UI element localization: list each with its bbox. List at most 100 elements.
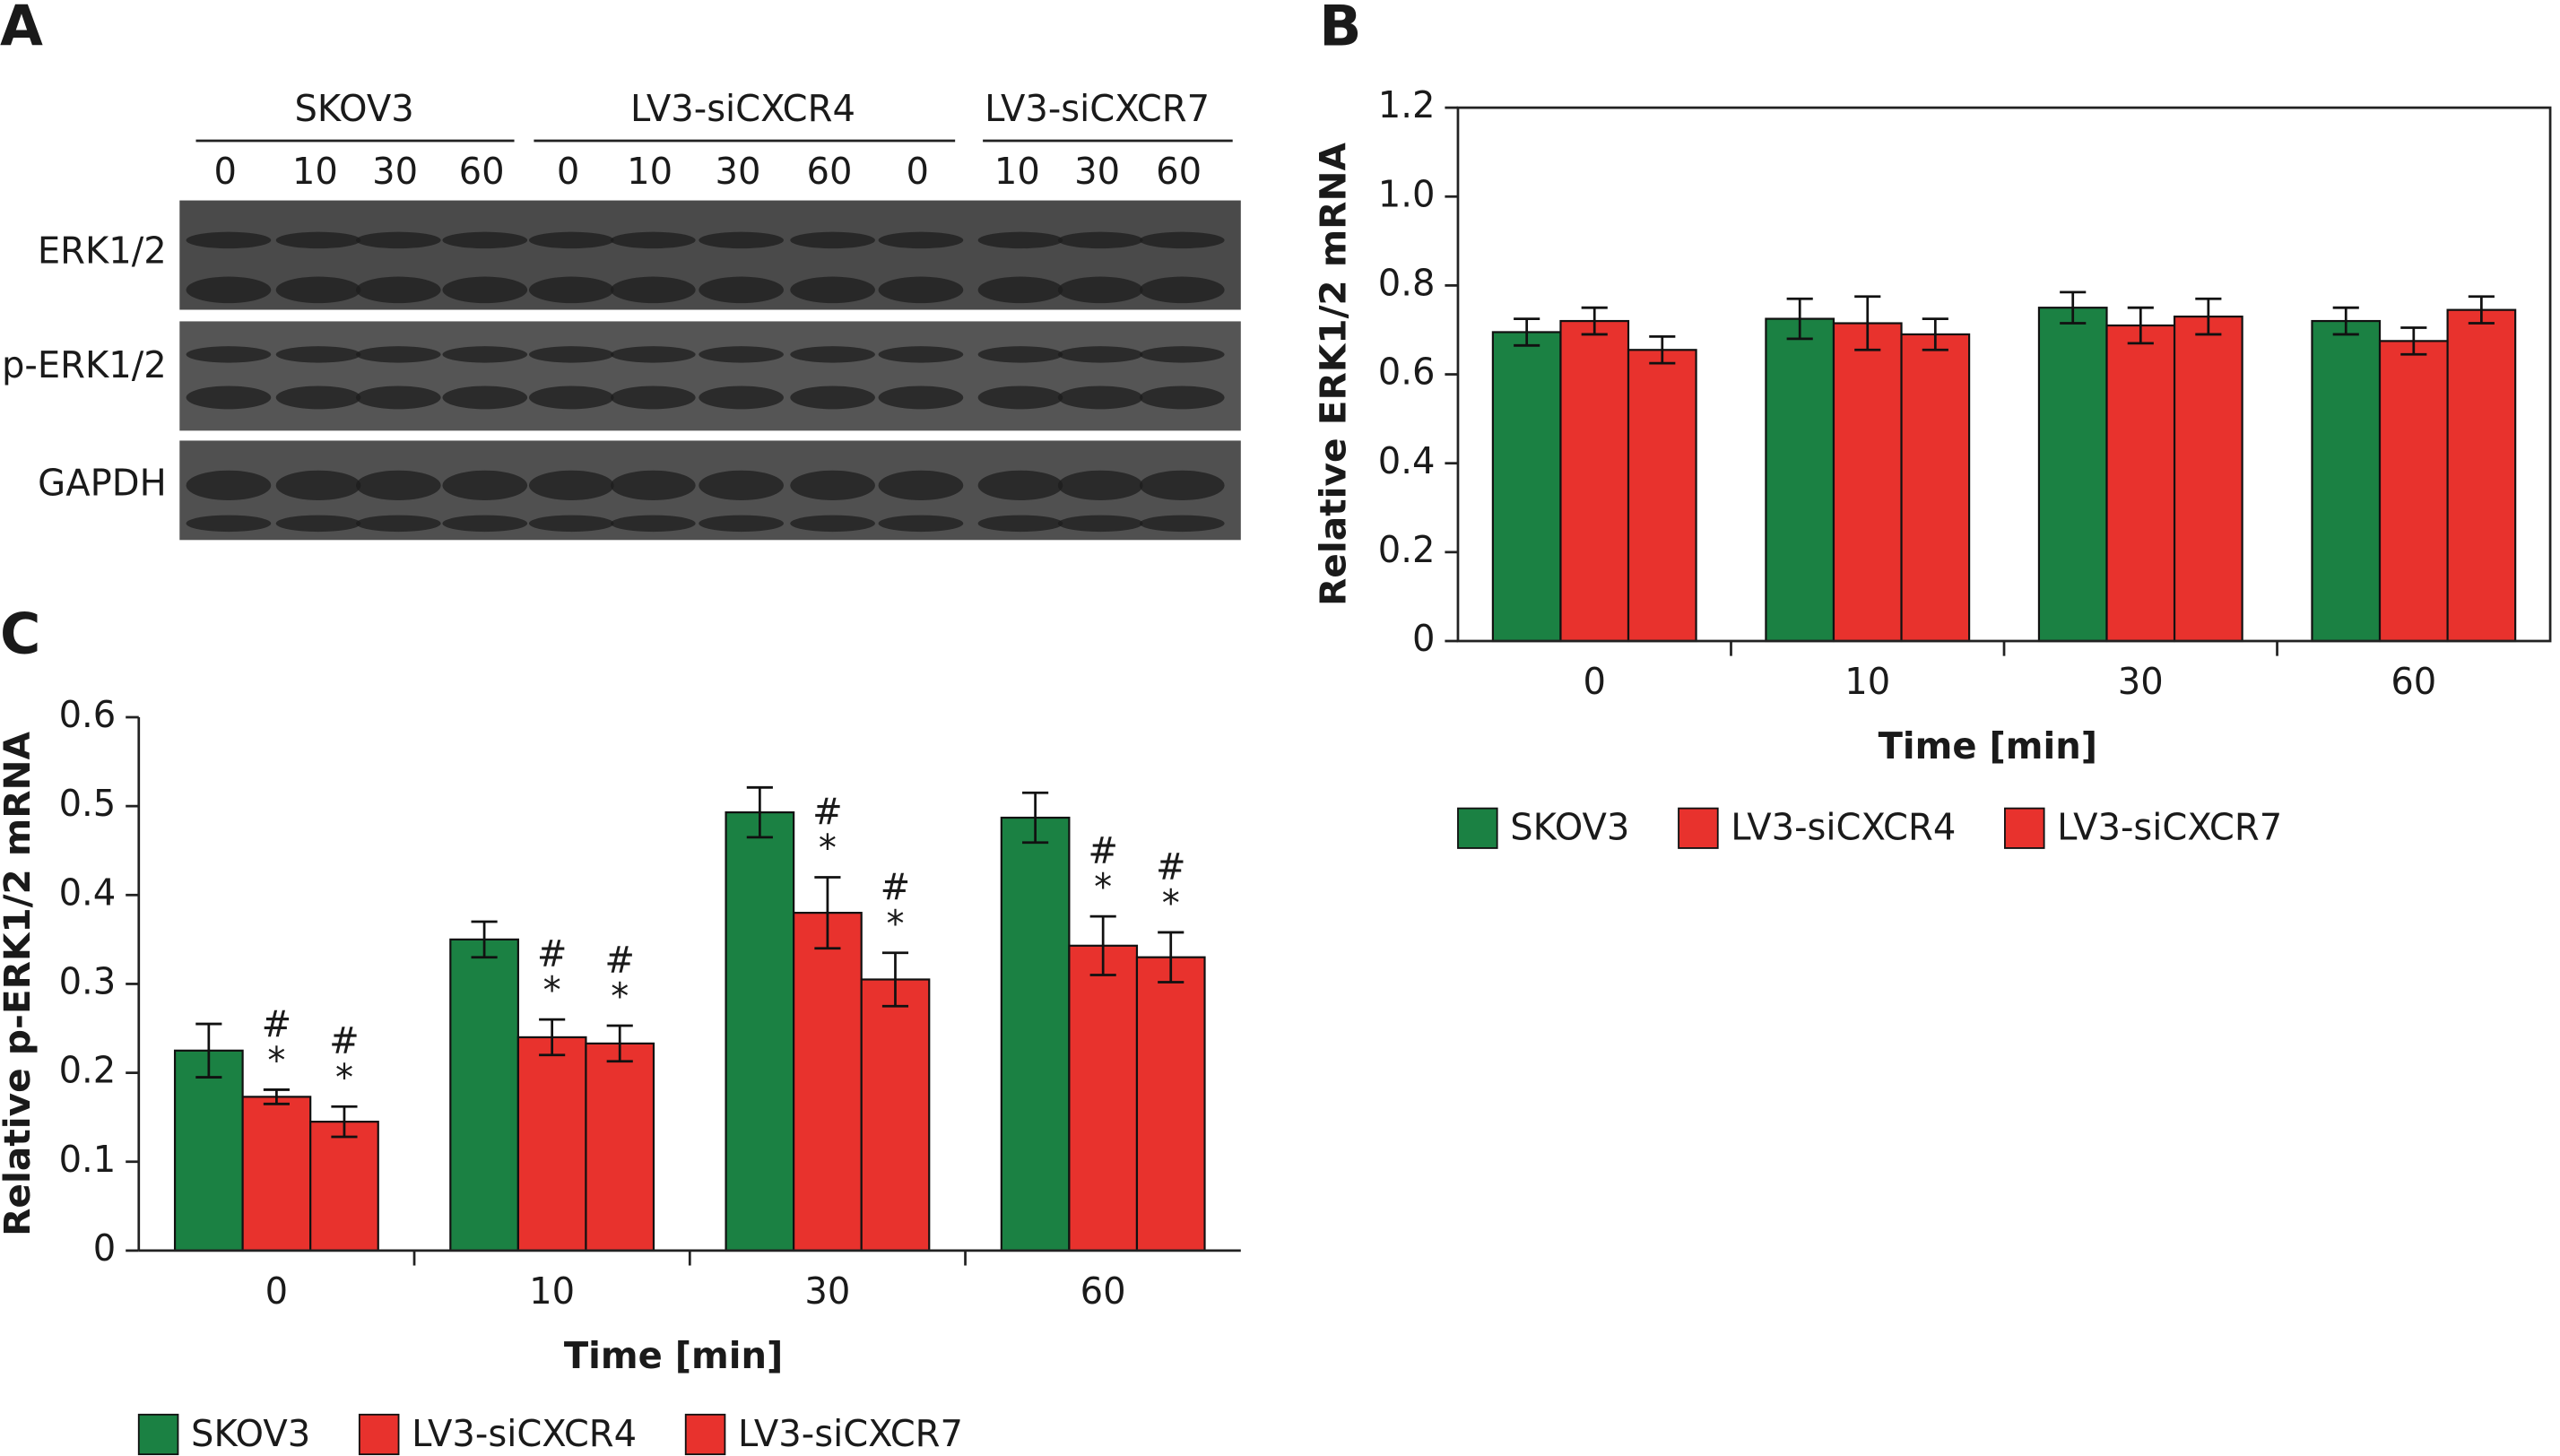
bar bbox=[2311, 319, 2382, 643]
band bbox=[878, 515, 964, 533]
band bbox=[1139, 231, 1225, 249]
y-tick-label: 0.5 bbox=[59, 783, 117, 825]
legend-swatch bbox=[358, 1413, 400, 1456]
bar bbox=[585, 1042, 655, 1252]
band bbox=[699, 386, 784, 410]
bar bbox=[1135, 956, 1206, 1252]
group-label: SKOV3 bbox=[295, 88, 414, 130]
error-bar bbox=[331, 1105, 358, 1139]
band bbox=[186, 231, 272, 249]
bar bbox=[2105, 324, 2176, 643]
band bbox=[186, 515, 272, 533]
band bbox=[442, 470, 528, 500]
y-tick-label: 0 bbox=[1412, 618, 1435, 660]
x-tick-label: 30 bbox=[804, 1270, 850, 1313]
y-tick-label: 0 bbox=[93, 1227, 116, 1270]
band bbox=[186, 346, 272, 363]
lane-label: 30 bbox=[716, 151, 761, 193]
band bbox=[790, 276, 875, 304]
x-tick-label: 30 bbox=[2118, 661, 2164, 703]
band bbox=[977, 346, 1063, 363]
error-bar bbox=[195, 1022, 222, 1079]
band bbox=[355, 346, 441, 363]
x-tick-label: 10 bbox=[1844, 661, 1890, 703]
legend-label: LV3-siCXCR4 bbox=[1731, 806, 1956, 848]
band bbox=[699, 346, 784, 363]
error-bar bbox=[606, 1024, 633, 1063]
significance-mark: * bbox=[267, 1040, 285, 1082]
bar bbox=[309, 1121, 379, 1252]
blot-strip bbox=[179, 321, 1241, 431]
error-bar bbox=[2400, 326, 2427, 356]
y-tick-label: 0.6 bbox=[59, 694, 117, 736]
y-tick-label: 0.2 bbox=[1378, 529, 1436, 571]
error-bar bbox=[2195, 297, 2222, 336]
error-bar bbox=[814, 876, 841, 950]
band bbox=[186, 386, 272, 410]
error-bar bbox=[1922, 317, 1948, 351]
band bbox=[790, 346, 875, 363]
x-tick-label: 60 bbox=[2391, 661, 2436, 703]
band bbox=[878, 386, 964, 410]
bar bbox=[860, 978, 931, 1252]
band bbox=[186, 276, 272, 304]
band bbox=[1057, 470, 1143, 500]
legend-swatch bbox=[1457, 807, 1498, 849]
panel-label: B bbox=[1319, 0, 1361, 59]
error-bar bbox=[1854, 295, 1881, 351]
band bbox=[528, 276, 614, 304]
band bbox=[1139, 276, 1225, 304]
x-axis-title: Time [min] bbox=[564, 1335, 783, 1377]
band bbox=[1057, 386, 1143, 410]
significance-mark: # bbox=[812, 791, 843, 833]
band bbox=[699, 231, 784, 249]
bar bbox=[1000, 816, 1071, 1252]
y-tick-label: 1.2 bbox=[1378, 84, 1436, 126]
band bbox=[1057, 231, 1143, 249]
significance-mark: * bbox=[886, 903, 904, 945]
band bbox=[355, 386, 441, 410]
lane-label: 0 bbox=[907, 151, 929, 193]
lane-label: 0 bbox=[214, 151, 237, 193]
bar bbox=[449, 938, 519, 1252]
error-bar bbox=[1158, 931, 1185, 984]
error-bar bbox=[471, 920, 498, 959]
significance-mark: * bbox=[543, 969, 561, 1011]
band bbox=[977, 470, 1063, 500]
significance-mark: * bbox=[1094, 866, 1112, 908]
error-bar bbox=[1649, 335, 1676, 365]
error-bar bbox=[2127, 306, 2154, 345]
error-bar bbox=[746, 785, 773, 839]
y-tick-label: 0.6 bbox=[1378, 351, 1436, 393]
y-axis-title: Relative ERK1/2 mRNA bbox=[1313, 142, 1355, 606]
band bbox=[275, 386, 361, 410]
bar bbox=[2446, 308, 2517, 643]
significance-mark: * bbox=[1162, 882, 1180, 924]
band bbox=[977, 386, 1063, 410]
band bbox=[528, 346, 614, 363]
band bbox=[442, 515, 528, 533]
band bbox=[699, 470, 784, 500]
bar bbox=[241, 1096, 312, 1252]
error-bar bbox=[263, 1088, 290, 1105]
band bbox=[1139, 346, 1225, 363]
significance-mark: * bbox=[335, 1057, 353, 1099]
x-tick-label: 60 bbox=[1080, 1270, 1126, 1313]
error-bar bbox=[1514, 317, 1540, 347]
lane-label: 60 bbox=[1156, 151, 1202, 193]
group-label: LV3-siCXCR4 bbox=[630, 88, 855, 130]
y-tick-label: 0.1 bbox=[59, 1139, 117, 1181]
bar bbox=[1491, 331, 1562, 643]
band bbox=[790, 515, 875, 533]
error-bar bbox=[2332, 306, 2359, 336]
band bbox=[355, 515, 441, 533]
y-axis-title: Relative p-ERK1/2 mRNA bbox=[0, 731, 39, 1236]
error-bar bbox=[2060, 290, 2087, 325]
band bbox=[275, 276, 361, 304]
lane-label: 10 bbox=[292, 151, 338, 193]
group-label: LV3-siCXCR7 bbox=[985, 88, 1210, 130]
bar bbox=[2173, 315, 2243, 643]
band bbox=[878, 470, 964, 500]
